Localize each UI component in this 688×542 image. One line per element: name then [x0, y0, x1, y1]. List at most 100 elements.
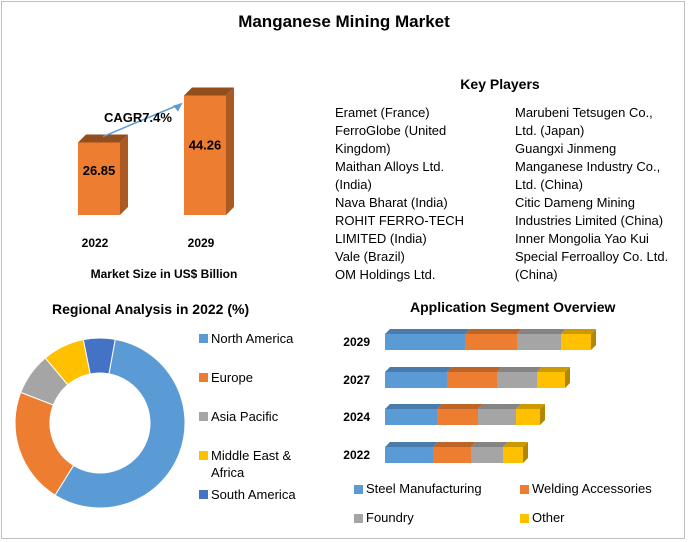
- key-player-right-line: Guangxi Jinmeng: [515, 141, 617, 156]
- market-bar-2022: [78, 134, 128, 215]
- donut-slice-north-america: [54, 338, 186, 509]
- application-segment-chart: 2029 2027 2024 2022: [343, 329, 596, 463]
- segment-top: [517, 329, 566, 334]
- legend-swatch: [354, 514, 363, 523]
- segment-foundry: [497, 372, 537, 388]
- key-player-left-line: Eramet (France): [335, 105, 430, 120]
- segment-other: [561, 334, 591, 350]
- segment-top: [433, 442, 476, 447]
- bar-end-side: [591, 329, 596, 350]
- cagr-label: CAGR7.4%: [104, 110, 172, 125]
- bar-side: [226, 87, 234, 215]
- x-tick-label: 2022: [82, 236, 109, 250]
- segment-other: [503, 447, 523, 463]
- key-player-left-line: (India): [335, 177, 372, 192]
- legend-label: South America: [211, 487, 296, 502]
- x-tick-label: 2029: [188, 236, 215, 250]
- segment-steel-manufacturing: [385, 447, 433, 463]
- bar-front: [184, 95, 226, 215]
- legend-swatch: [199, 373, 208, 382]
- cagr-arrowhead: [173, 103, 182, 112]
- segment-top: [497, 367, 542, 372]
- stacked-bar-2022: [385, 442, 528, 463]
- bar-value-label: 44.26: [189, 137, 222, 152]
- bar-end-side: [565, 367, 570, 388]
- segment-welding-accessories: [447, 372, 497, 388]
- legend-label: Foundry: [366, 510, 414, 525]
- legend-swatch: [354, 485, 363, 494]
- bar-front: [78, 142, 120, 215]
- key-player-right-line: Industries Limited (China): [515, 213, 664, 228]
- legend-swatch: [199, 451, 208, 460]
- segment-steel-manufacturing: [385, 334, 465, 350]
- segment-top: [385, 329, 470, 334]
- segment-other: [537, 372, 565, 388]
- segment-top: [471, 442, 508, 447]
- legend-label: North America: [211, 331, 294, 346]
- segment-top: [447, 367, 502, 372]
- x-axis-label: Market Size in US$ Billion: [91, 267, 238, 281]
- key-player-left-line: FerroGlobe (United: [335, 123, 447, 138]
- legend-label: Asia Pacific: [211, 409, 279, 424]
- regional-analysis-title: Regional Analysis in 2022 (%): [52, 301, 250, 317]
- stacked-bar-2024: [385, 404, 545, 425]
- legend-swatch: [520, 485, 529, 494]
- key-player-right-line: Manganese Industry Co.,: [515, 159, 661, 174]
- donut-slice-south-america: [82, 337, 116, 375]
- segment-top: [385, 404, 442, 409]
- key-player-left-line: LIMITED (India): [335, 231, 427, 246]
- legend-label: Other: [532, 510, 565, 525]
- segment-top: [385, 442, 438, 447]
- key-player-right-line: Special Ferroalloy Co. Ltd.: [515, 249, 669, 264]
- segment-foundry: [471, 447, 503, 463]
- segment-steel-manufacturing: [385, 409, 437, 425]
- regional-donut-chart: [14, 337, 186, 509]
- y-tick-label: 2024: [343, 410, 370, 424]
- legend-swatch: [199, 490, 208, 499]
- legend-label: Middle East & Africa: [211, 448, 292, 480]
- y-tick-label: 2029: [343, 335, 370, 349]
- key-player-left-line: OM Holdings Ltd.: [335, 267, 436, 282]
- legend-label: Steel Manufacturing: [366, 481, 482, 496]
- bar-value-label: 26.85: [83, 163, 116, 178]
- segment-top: [478, 404, 521, 409]
- legend-swatch: [199, 412, 208, 421]
- segment-top: [437, 404, 483, 409]
- stacked-bar-2027: [385, 367, 570, 388]
- key-player-left-line: Nava Bharat (India): [335, 195, 448, 210]
- key-player-right-line: Ltd. (Japan): [515, 123, 585, 138]
- segment-welding-accessories: [437, 409, 478, 425]
- stacked-bar-2029: [385, 329, 596, 350]
- segment-steel-manufacturing: [385, 372, 447, 388]
- key-players-title: Key Players: [460, 76, 540, 92]
- key-player-left-line: Maithan Alloys Ltd.: [335, 159, 445, 174]
- segment-welding-accessories: [465, 334, 517, 350]
- segment-top: [561, 329, 596, 334]
- key-player-left-line: Vale (Brazil): [335, 249, 405, 264]
- segment-top: [503, 442, 528, 447]
- donut-slice-europe: [14, 391, 75, 496]
- segment-top: [537, 367, 570, 372]
- application-segment-title: Application Segment Overview: [410, 299, 616, 315]
- cagr-arrow: [102, 102, 183, 138]
- bar-top: [184, 87, 234, 96]
- segment-foundry: [517, 334, 561, 350]
- y-tick-label: 2022: [343, 448, 370, 462]
- key-player-right-line: (China): [515, 267, 558, 282]
- y-tick-label: 2027: [343, 373, 370, 387]
- segment-welding-accessories: [433, 447, 471, 463]
- key-player-right-line: Citic Dameng Mining: [515, 195, 635, 210]
- key-player-left-line: Kingdom): [335, 141, 391, 156]
- key-player-right-line: Inner Mongolia Yao Kui: [515, 231, 649, 246]
- segment-top: [385, 367, 452, 372]
- bar-side: [120, 134, 128, 215]
- market-bar-2029: [184, 87, 234, 215]
- legend-swatch: [199, 334, 208, 343]
- segment-foundry: [478, 409, 516, 425]
- legend-label: Europe: [211, 370, 253, 385]
- page-title: Manganese Mining Market: [238, 12, 450, 31]
- market-size-chart: 26.85 2022 44.26 2029 CAGR7.4% Market Size in…: [78, 87, 238, 281]
- bar-top: [78, 134, 128, 143]
- key-player-right-line: Marubeni Tetsugen Co.,: [515, 105, 653, 120]
